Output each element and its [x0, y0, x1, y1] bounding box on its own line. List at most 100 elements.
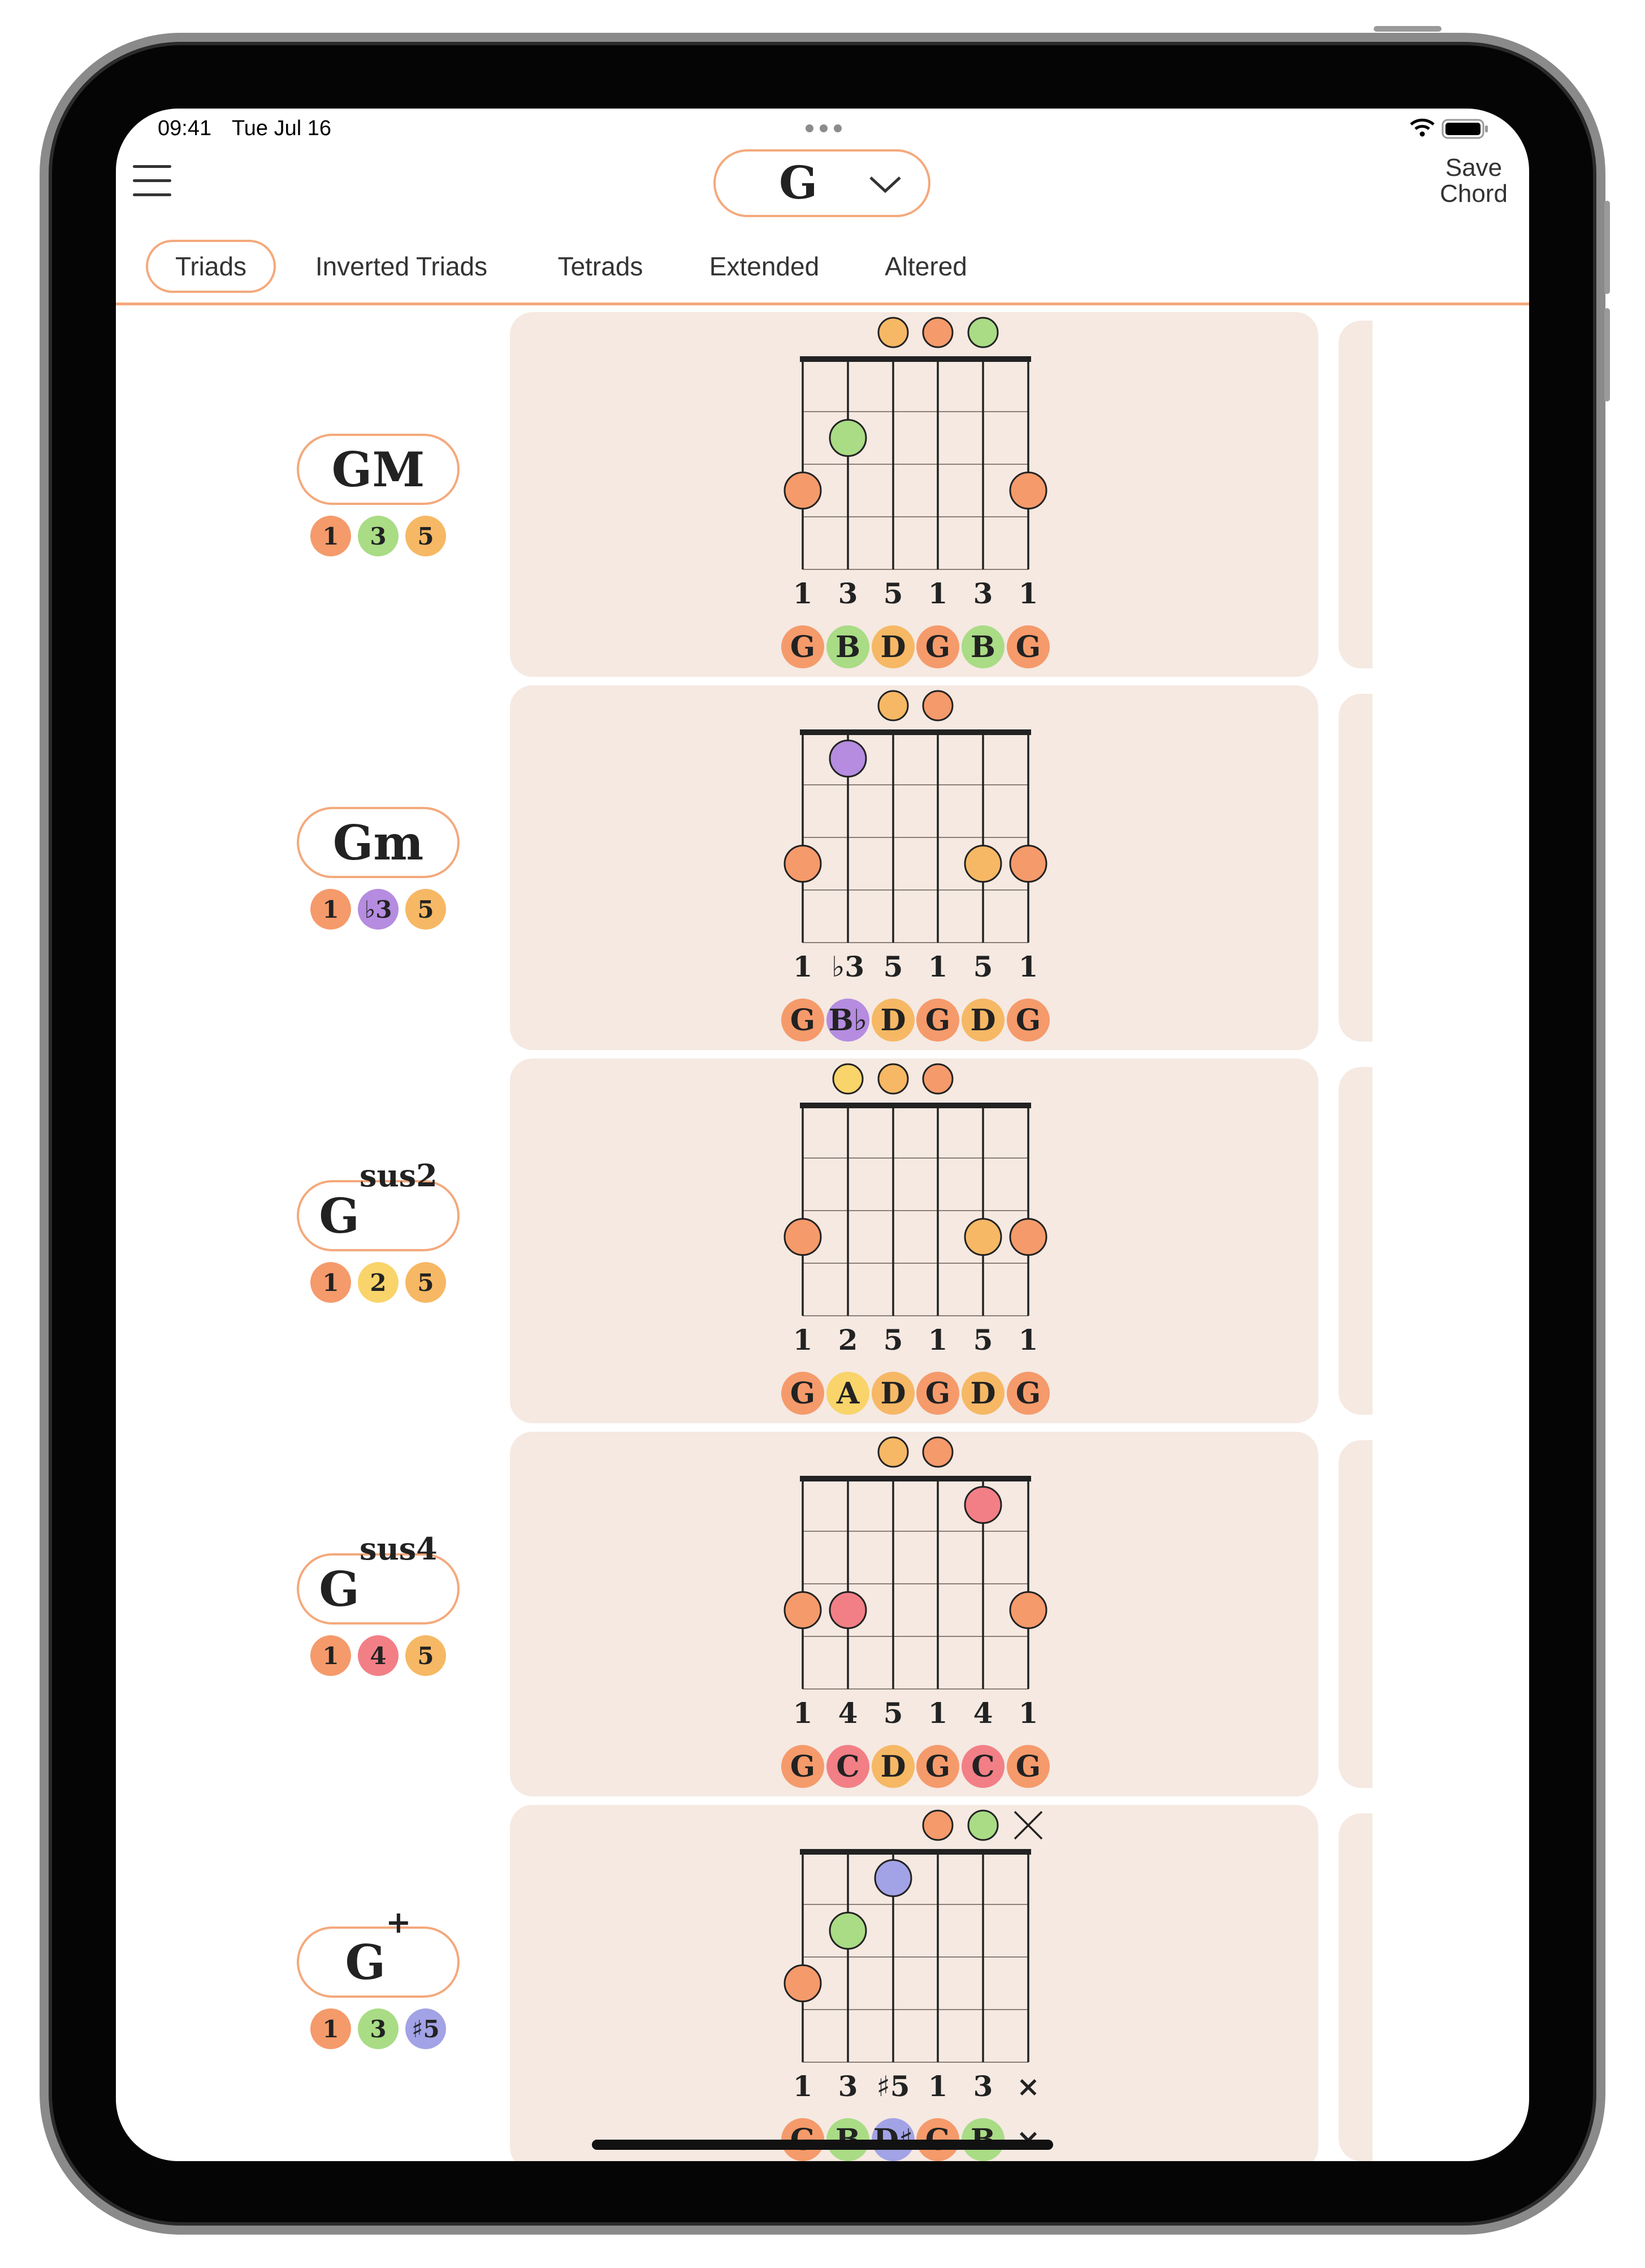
degree-label: 5 — [973, 1323, 993, 1357]
tab-triads[interactable]: Triads — [146, 240, 276, 293]
note-label: D — [880, 1376, 906, 1411]
interval-label: 5 — [417, 1642, 434, 1670]
fretted-note-dot — [785, 846, 821, 882]
degree-label: 3 — [973, 577, 993, 610]
chord-graphics: 1 2 51 2 5 1 5 1G A D G D G — [116, 1059, 1529, 1423]
degree-label: 3 — [973, 2070, 993, 2103]
degree-label: 1 — [1019, 577, 1038, 610]
interval-label: 5 — [417, 896, 434, 923]
status-date: Tue Jul 16 — [232, 116, 331, 141]
fretted-note-dot — [1010, 473, 1046, 509]
chord-graphics: 1 3 51 3 5 1 3 1G B D G B G — [116, 312, 1529, 677]
home-indicator[interactable] — [592, 2140, 1053, 2150]
tab-extended[interactable]: Extended — [699, 240, 829, 293]
fretted-note-dot — [1010, 1592, 1046, 1628]
interval-label: 5 — [417, 1269, 434, 1297]
status-icons — [1408, 116, 1492, 141]
tab-tetrads[interactable]: Tetrads — [544, 240, 657, 293]
degree-label: 5 — [884, 1696, 903, 1730]
interval-label: 1 — [322, 1269, 339, 1297]
interval-label: 1 — [322, 896, 339, 923]
fretted-note-dot — [965, 1487, 1001, 1523]
save-label: Save — [1428, 155, 1519, 181]
chord-row: Gsus4 1 4 5 1 4 5 1 4 1 G C D G C G — [116, 1432, 1529, 1796]
degree-label: ♭3 — [832, 950, 864, 983]
fretted-note-dot — [965, 1219, 1001, 1255]
open-string-dot — [923, 691, 953, 720]
fretted-note-dot — [1010, 846, 1046, 882]
fretted-note-dot — [875, 1860, 911, 1897]
chord-graphics: 1 ♭3 51 ♭3 5 1 5 1G B♭ D G D G — [116, 685, 1529, 1050]
note-label: G — [1016, 1376, 1041, 1411]
chevron-down-icon — [868, 174, 902, 195]
chord-row: GM 1 3 5 1 3 5 1 3 1 G B D G B G — [116, 312, 1529, 677]
save-chord-button[interactable]: Save Chord — [1428, 155, 1519, 207]
degree-label: ♯5 — [877, 2070, 910, 2103]
tab-altered[interactable]: Altered — [869, 240, 982, 293]
battery-icon — [1443, 120, 1488, 138]
degree-label: 3 — [838, 2070, 858, 2103]
note-label: G — [790, 630, 815, 664]
degree-label: 5 — [884, 577, 903, 610]
degree-label: 4 — [973, 1696, 993, 1730]
degree-label: 1 — [928, 2070, 948, 2103]
nut — [800, 1103, 1031, 1108]
open-string-dot — [923, 1811, 953, 1840]
interval-label: ♯5 — [412, 2015, 440, 2043]
chord-graphics: 13♯513♯513×GBD♯GB× — [116, 1805, 1529, 2161]
chord-row: G+13♯513♯513×GBD♯GB× — [116, 1805, 1529, 2161]
degree-label: 1 — [1019, 950, 1038, 983]
fretted-note-dot — [785, 473, 821, 509]
open-string-dot — [878, 318, 908, 347]
top-button — [1374, 26, 1441, 32]
nut — [800, 729, 1031, 735]
multitasking-dots[interactable] — [806, 124, 842, 132]
interval-label: 4 — [370, 1642, 386, 1670]
tab-inverted-triads[interactable]: Inverted Triads — [302, 240, 500, 293]
key-selector[interactable]: G — [713, 149, 930, 217]
fretted-note-dot — [785, 1592, 821, 1628]
degree-label: 1 — [793, 950, 813, 983]
note-label: B♭ — [829, 1003, 867, 1038]
degree-label: 1 — [928, 1696, 948, 1730]
degree-label: 5 — [973, 950, 993, 983]
muted-string-icon — [1015, 1812, 1042, 1839]
note-label: G — [790, 1376, 815, 1411]
nut — [800, 356, 1031, 362]
note-label: G — [790, 1749, 815, 1784]
note-label: D — [880, 1003, 906, 1038]
open-string-dot — [878, 691, 908, 720]
note-label: A — [836, 1376, 860, 1411]
note-label: B — [971, 630, 995, 664]
degree-label: 3 — [838, 577, 858, 610]
key-label: G — [779, 156, 817, 209]
tab-divider — [116, 303, 1529, 305]
hamburger-menu-icon[interactable] — [133, 165, 171, 197]
open-string-dot — [968, 1811, 998, 1840]
open-string-dot — [968, 318, 998, 347]
nut — [800, 1849, 1031, 1855]
interval-label: 1 — [322, 2015, 339, 2043]
degree-label: 1 — [1019, 1323, 1038, 1357]
chord-row: Gm 1 ♭3 5 1 ♭3 5 1 5 1 G B♭ D G D G — [116, 685, 1529, 1050]
degree-label: 5 — [884, 950, 903, 983]
note-label: G — [925, 1376, 950, 1411]
fretted-note-dot — [785, 1965, 821, 2002]
note-label: G — [1016, 1003, 1041, 1038]
nut — [800, 1476, 1031, 1481]
note-label: G — [790, 1003, 815, 1038]
interval-label: 3 — [370, 2015, 386, 2043]
chord-graphics: 1 4 51 4 5 1 4 1G C D G C G — [116, 1432, 1529, 1796]
degree-label: 1 — [928, 950, 948, 983]
interval-label: 1 — [322, 522, 339, 550]
degree-label: 1 — [793, 2070, 813, 2103]
open-string-dot — [923, 1064, 953, 1094]
degree-label: 5 — [884, 1323, 903, 1357]
open-string-dot — [833, 1064, 863, 1094]
chord-row: Gsus2 1 2 5 1 2 5 1 5 1 G A D G D G — [116, 1059, 1529, 1423]
degree-label: × — [1016, 2070, 1040, 2103]
degree-label: 1 — [793, 1696, 813, 1730]
degree-label: 1 — [1019, 1696, 1038, 1730]
note-label: G — [1016, 630, 1041, 664]
chord-label: Chord — [1428, 181, 1519, 207]
